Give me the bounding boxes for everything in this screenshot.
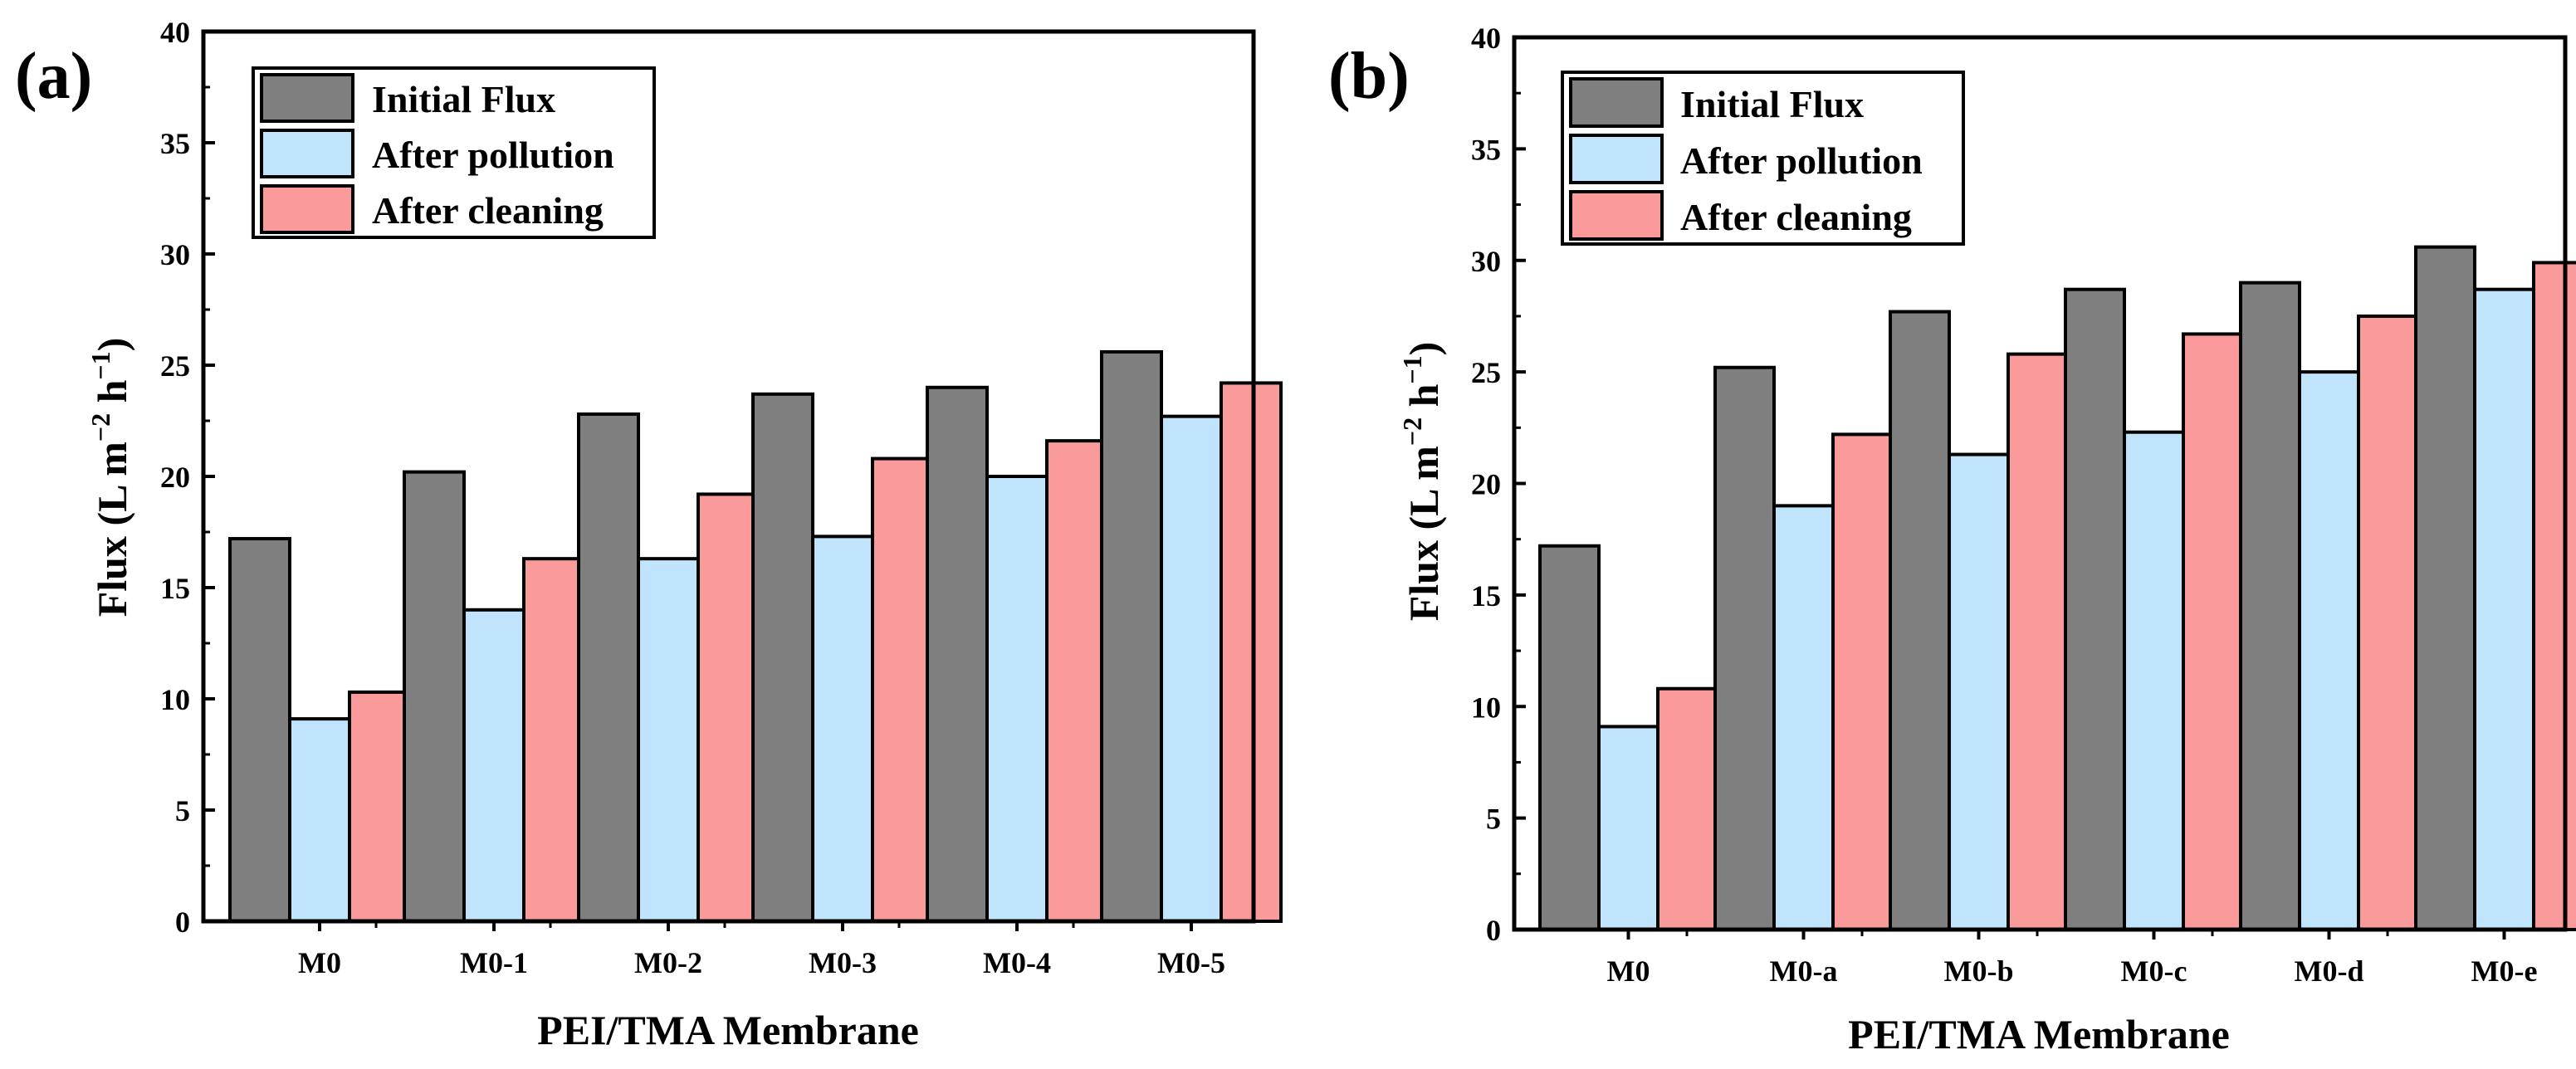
x-tick-label-m0-2-a: M0-2 (634, 946, 702, 979)
y-tick-label-b: 25 (1471, 356, 1501, 389)
legend-label-pollution-b: After pollution (1680, 139, 1923, 182)
y-axis-title-a: Flux (L m−2 h−1) (86, 338, 135, 617)
legend-a: Initial Flux After pollution After clean… (252, 66, 656, 239)
bar-cleaning-m0-2 (697, 492, 760, 923)
bar-cleaning-m0-c (2182, 332, 2244, 931)
legend-swatch-pollution-a (260, 129, 354, 178)
bar-pollution-m0 (1597, 725, 1659, 931)
bar-cleaning-m0-4 (1045, 439, 1108, 923)
legend-swatch-pollution-b (1569, 134, 1664, 184)
y-tick-label-b: 40 (1471, 22, 1501, 55)
panel-label-b: (b) (1328, 40, 1410, 113)
y-tick-label-a: 5 (175, 794, 190, 827)
panel-a-marks: 0 5 10 15 20 25 30 35 40 M0 M0-1 M0-2 M0-3 M0-4 M0-5 (160, 16, 1283, 979)
x-axis-title-a: PEI/TMA Membrane (537, 1007, 919, 1053)
bar-pollution-m0-3 (811, 534, 874, 923)
y-tick-label-a: 15 (160, 572, 190, 605)
legend-label-cleaning-b: After cleaning (1680, 196, 1912, 238)
y-tick-label-b: 15 (1471, 579, 1501, 613)
bar-pollution-m0-2 (637, 557, 700, 923)
panel-b-marks: 0 5 10 15 20 25 30 35 40 M0 M0-a M0-b M0-c M0-d M0-e (1471, 22, 2576, 988)
x-tick-label-m0-3-a: M0-3 (809, 946, 877, 979)
bar-initial-m0 (1538, 544, 1601, 931)
x-tick-label-m0-5-a: M0-5 (1157, 946, 1225, 979)
bar-initial-m0-c (2064, 287, 2126, 931)
y-tick-label-b: 20 (1471, 468, 1501, 501)
bar-initial-m0-e (2414, 245, 2476, 931)
bar-initial-m0-4 (926, 385, 989, 923)
legend-swatch-initial-a (260, 73, 354, 123)
bar-pollution-m0-1 (462, 608, 525, 923)
y-tick-label-a: 30 (160, 238, 190, 271)
x-tick-label-m0-b: M0 (1607, 954, 1650, 988)
bar-pollution-m0-d (2298, 370, 2360, 931)
legend-swatch-cleaning-b (1569, 190, 1664, 241)
x-axis-title-b: PEI/TMA Membrane (1848, 1011, 2230, 1057)
bar-pollution-m0-b (1948, 452, 2010, 931)
bar-pollution-m0-c (2123, 430, 2185, 931)
y-tick-label-b: 30 (1471, 245, 1501, 278)
bar-initial-m0-d (2239, 281, 2301, 931)
bar-cleaning-m0-d (2357, 314, 2419, 931)
panel-a-ylabel: Flux (L m−2 h−1) (86, 338, 135, 617)
y-tick-label-a: 20 (160, 461, 190, 494)
legend-swatch-cleaning-a (260, 184, 354, 234)
x-tick-label-m0-a: M0 (298, 946, 341, 979)
x-tick-label-m0-e-b: M0-e (2471, 954, 2538, 988)
legend-label-initial-a: Initial Flux (372, 78, 555, 120)
panel-label-a: (a) (15, 40, 92, 113)
bar-initial-m0-5 (1100, 349, 1163, 924)
bar-pollution-m0-4 (985, 475, 1048, 923)
bar-cleaning-m0-b (2007, 352, 2069, 931)
bar-cleaning-m0 (1656, 686, 1718, 931)
bar-cleaning-m0-5 (1220, 381, 1283, 923)
x-tick-label-m0-1-a: M0-1 (460, 946, 528, 979)
bar-pollution-m0-e (2473, 287, 2535, 931)
y-tick-label-a: 25 (160, 349, 190, 383)
legend-swatch-initial-b (1569, 77, 1664, 128)
y-tick-label-b: 5 (1486, 803, 1501, 836)
legend-label-pollution-a: After pollution (372, 134, 614, 176)
y-tick-label-b: 35 (1471, 133, 1501, 166)
x-tick-label-m0-d-b: M0-d (2295, 954, 2364, 988)
y-axis-title-b: Flux (L m−2 h−1) (1397, 342, 1447, 622)
legend-b: Initial Flux After pollution After clean… (1561, 71, 1965, 246)
bar-initial-m0-a (1713, 365, 1776, 931)
bar-cleaning-m0-1 (522, 557, 585, 923)
bar-cleaning-m0 (348, 690, 411, 924)
panel-b: (b) 0 5 10 15 20 25 30 35 40 M0 M0-a M0-b M0-c M0-d M0… (1328, 22, 2576, 1057)
bar-pollution-m0-5 (1160, 414, 1223, 923)
y-tick-label-a: 0 (175, 905, 190, 939)
y-tick-label-a: 10 (160, 683, 190, 716)
bar-cleaning-m0-a (1831, 432, 1894, 931)
y-tick-label-b: 10 (1471, 691, 1501, 724)
y-tick-label-a: 35 (160, 127, 190, 160)
bar-initial-m0-b (1889, 310, 1951, 931)
panel-a: (a) 0 5 10 15 20 25 30 35 40 M0 M0-1 M0-2 M0-3 M0-4 M0… (15, 16, 1283, 1053)
y-tick-label-a: 40 (160, 16, 190, 49)
bar-initial-m0-3 (751, 392, 814, 923)
x-tick-label-m0-c-b: M0-c (2121, 954, 2187, 988)
bar-initial-m0 (228, 537, 291, 923)
legend-label-cleaning-a: After cleaning (372, 189, 604, 232)
x-tick-label-m0-4-a: M0-4 (983, 946, 1051, 979)
bar-cleaning-m0-e (2532, 261, 2576, 931)
bar-pollution-m0 (288, 717, 351, 923)
y-tick-label-b: 0 (1486, 914, 1501, 947)
panel-b-ylabel: Flux (L m−2 h−1) (1397, 342, 1447, 622)
x-tick-label-m0-b-b: M0-b (1944, 954, 2014, 988)
legend-label-initial-b: Initial Flux (1680, 83, 1864, 125)
bar-initial-m0-2 (577, 412, 640, 923)
bar-initial-m0-1 (403, 470, 466, 923)
x-tick-label-m0-a-b: M0-a (1770, 954, 1838, 988)
bar-pollution-m0-a (1772, 504, 1835, 931)
bar-cleaning-m0-3 (871, 456, 934, 923)
